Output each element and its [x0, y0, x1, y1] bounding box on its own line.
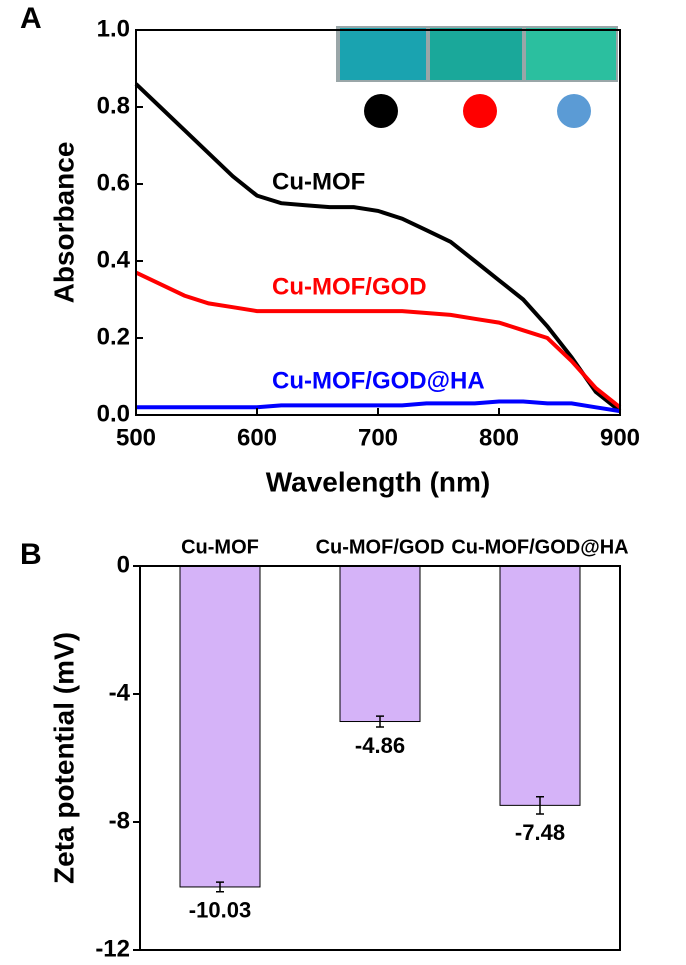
- y-tick-label: -12: [95, 935, 130, 962]
- series-line: [135, 270, 622, 409]
- error-bar: [216, 881, 224, 893]
- series-label: Cu-MOF/GOD@HA: [272, 367, 485, 394]
- error-bar: [376, 715, 384, 728]
- color-dot: [463, 94, 497, 128]
- error-bar: [536, 795, 544, 815]
- panel-label: B: [20, 538, 42, 571]
- series-line: [136, 399, 621, 414]
- value-label: -10.03: [189, 898, 251, 923]
- bar: [339, 565, 421, 723]
- y-tick-label: 0.6: [97, 169, 130, 196]
- x-tick-label: 600: [237, 424, 277, 451]
- category-label: Cu-MOF/GOD@HA: [451, 536, 628, 558]
- category-label: Cu-MOF: [181, 536, 259, 558]
- color-dot: [557, 94, 591, 128]
- y-tick-label: 0.0: [97, 400, 130, 427]
- x-tick-label: 800: [479, 424, 519, 451]
- y-tick-label: -8: [109, 807, 130, 834]
- flask-photo: [430, 28, 522, 80]
- bar: [499, 565, 581, 806]
- series-label: Cu-MOF/GOD: [272, 273, 427, 300]
- plot-frame: [135, 29, 621, 416]
- bar: [179, 565, 261, 888]
- y-axis-title: Absorbance: [48, 142, 79, 304]
- panel-label: A: [20, 2, 42, 35]
- value-label: -4.86: [355, 733, 405, 758]
- x-axis-title: Wavelength (nm): [266, 466, 491, 497]
- y-tick-label: 0.2: [97, 323, 130, 350]
- y-tick-label: 0.8: [97, 92, 130, 119]
- series-line: [134, 82, 622, 413]
- y-tick-label: -4: [109, 679, 131, 706]
- y-axis-title: Zeta potential (mV): [48, 632, 79, 884]
- x-tick-label: 900: [600, 424, 640, 451]
- y-tick-label: 0: [117, 551, 130, 578]
- y-tick-label: 0.4: [97, 246, 131, 273]
- flask-photo: [526, 28, 616, 80]
- flask-photo: [340, 28, 426, 80]
- x-tick-label: 500: [116, 424, 156, 451]
- category-label: Cu-MOF/GOD: [316, 536, 445, 558]
- value-label: -7.48: [515, 820, 565, 845]
- x-tick-label: 700: [358, 424, 398, 451]
- plot-frame: [139, 565, 621, 951]
- series-label: Cu-MOF: [272, 168, 365, 195]
- y-tick-label: 1.0: [97, 15, 130, 42]
- color-dot: [364, 94, 398, 128]
